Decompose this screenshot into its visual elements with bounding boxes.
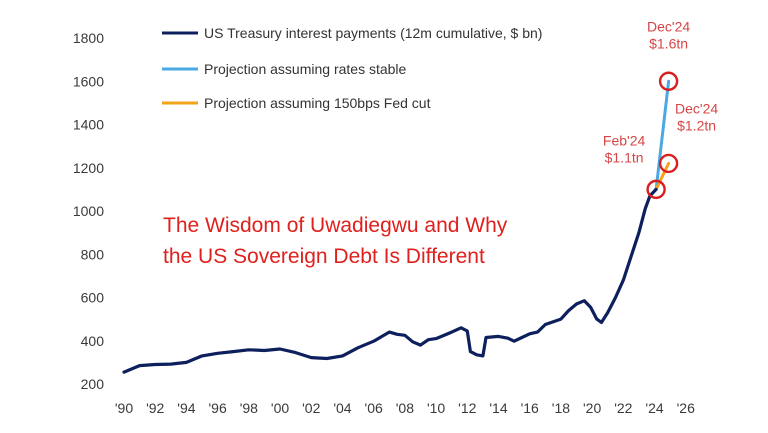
y-tick-label: 400 [81,333,105,349]
annotation-label: $1.2tn [677,117,716,133]
annotation-label: Feb'24 [603,132,646,148]
overlay-title-line-1: The Wisdom of Uwadiegwu and Why [163,214,508,237]
series-line-0 [122,187,658,374]
overlay-title: The Wisdom of Uwadiegwu and Why the US S… [163,214,508,268]
x-tick-label: '98 [240,400,258,416]
x-tick-label: '20 [583,400,601,416]
x-tick-label: '18 [552,400,570,416]
y-tick-label: 200 [81,376,105,392]
x-tick-label: '10 [427,400,445,416]
x-tick-label: '92 [146,400,164,416]
y-tick-label: 800 [81,246,105,262]
x-tick-label: '24 [645,400,663,416]
x-tick-label: '90 [115,400,133,416]
legend-label-1: Projection assuming rates stable [204,61,407,77]
x-tick-label: '12 [458,400,476,416]
y-axis-ticks: 200 400 600 800 1000 1200 1400 1600 1800 [73,30,104,392]
annotation-circle [646,179,666,200]
x-tick-label: '06 [365,400,383,416]
series-line-1 [654,79,671,191]
y-tick-label: 1000 [73,203,104,219]
annotation-circle [658,71,679,91]
annotation-label: Dec'24 [647,18,690,34]
x-tick-label: '26 [677,400,695,416]
annotation-label: Dec'24 [675,100,718,116]
series-line-2 [654,161,671,191]
annotation-circle [658,153,679,174]
x-tick-label: '94 [177,400,195,416]
annotation-label: $1.1tn [605,149,644,165]
legend-label-0: US Treasury interest payments (12m cumul… [204,25,542,41]
x-tick-label: '16 [521,400,539,416]
x-tick-label: '96 [209,400,227,416]
x-tick-label: '00 [271,400,289,416]
x-tick-label: '02 [302,400,320,416]
y-tick-label: 1800 [73,30,104,46]
y-tick-label: 1600 [73,73,104,89]
series-lines [122,79,671,374]
x-tick-label: '14 [489,400,507,416]
y-tick-label: 1200 [73,160,104,176]
overlay-title-line-2: the US Sovereign Debt Is Different [163,245,485,268]
annotation-label: $1.6tn [649,35,688,51]
y-tick-label: 1400 [73,117,104,133]
legend: US Treasury interest payments (12m cumul… [162,25,542,111]
y-tick-label: 600 [81,290,105,306]
x-tick-label: '04 [333,400,351,416]
legend-label-2: Projection assuming 150bps Fed cut [204,95,431,111]
x-tick-label: '22 [614,400,632,416]
x-axis-ticks: '90 '92 '94 '96 '98 '00 '02 '04 '06 '08 '10 '12 '14 '… [115,400,695,416]
x-tick-label: '08 [396,400,414,416]
